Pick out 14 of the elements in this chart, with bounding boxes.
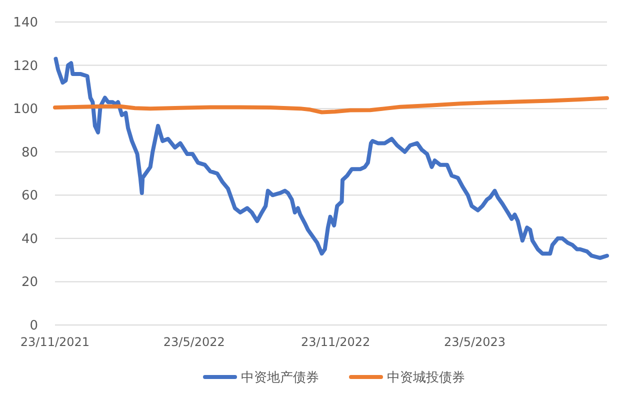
x-tick-label: 23/11/2022 [301, 335, 370, 349]
legend-label: 中资地产债券 [241, 370, 319, 386]
y-tick-label: 0 [30, 318, 38, 334]
y-tick-label: 80 [21, 145, 38, 160]
x-tick-label: 23/11/2021 [20, 335, 90, 349]
x-tick-label: 23/5/2023 [444, 335, 506, 349]
x-tick-label: 23/5/2022 [163, 335, 225, 349]
y-tick-label: 140 [13, 16, 38, 30]
y-tick-label: 60 [21, 188, 38, 204]
y-tick-label: 120 [13, 58, 38, 74]
y-tick-label: 20 [21, 275, 38, 290]
y-tick-label: 100 [13, 102, 38, 118]
legend-label: 中资城投债券 [387, 370, 465, 386]
y-tick-label: 40 [21, 232, 38, 247]
